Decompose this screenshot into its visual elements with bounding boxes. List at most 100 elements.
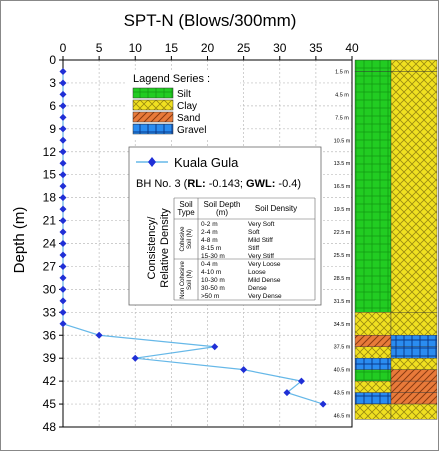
soil-cell-sand (390, 380, 438, 393)
soil-cell-gravel (354, 357, 392, 370)
data-point (59, 113, 67, 121)
table-cell-depth: 0-4 m (201, 261, 218, 268)
table-cell-depth: 15-30 m (201, 253, 225, 260)
noncohesive-label-1: Non Cohesive (180, 260, 186, 298)
soil-cell-gravel (390, 346, 438, 359)
info-series-name: Kuala Gula (174, 155, 239, 170)
data-point (59, 159, 67, 167)
y-tick-label: 6 (49, 99, 56, 113)
soil-cell-silt (354, 71, 392, 313)
soil-cell-clay (354, 312, 392, 336)
soil-cell-clay (390, 71, 438, 313)
data-point (319, 400, 327, 408)
soil-cell-gravel (390, 335, 438, 347)
table-side-label-1: Consistency/ (146, 216, 158, 280)
data-point (95, 331, 103, 339)
table-side-label-2: Relative Density (159, 208, 171, 288)
col-density: Soil Density (255, 204, 297, 213)
legend-title: Lagend Series : (133, 73, 210, 85)
info-box-frame (128, 146, 322, 306)
depth-label: 16.5 m (334, 184, 351, 190)
table-cell-depth: 8-15 m (201, 245, 221, 252)
x-tick-label: 5 (96, 41, 103, 55)
depth-label: 22.5 m (334, 230, 351, 236)
table-cell-density: Mild Dense (248, 277, 281, 284)
soil-cell-clay (390, 312, 438, 336)
y-tick-label: 42 (43, 374, 57, 388)
y-tick-label: 24 (43, 237, 57, 251)
soil-cell-sand (390, 369, 438, 382)
data-point (59, 171, 67, 179)
table-cell-density: Very Loose (248, 261, 281, 268)
data-point (240, 366, 248, 374)
table-cell-density: Very Dense (248, 293, 282, 300)
y-tick-label: 45 (43, 397, 57, 411)
data-point (59, 90, 67, 98)
soil-column (354, 59, 438, 420)
data-point (59, 228, 67, 236)
y-tick-label: 21 (43, 214, 57, 228)
data-point (59, 136, 67, 144)
soil-cell-clay (390, 403, 438, 420)
soil-cell-clay (354, 346, 392, 359)
chart-title: SPT-N (Blows/300mm) (124, 11, 297, 30)
col-depth-1: Soil Depth (204, 200, 241, 209)
table-cell-density: Soft (248, 229, 260, 236)
x-tick-label: 0 (60, 41, 67, 55)
table-cell-density: Loose (248, 269, 266, 276)
data-point (59, 125, 67, 133)
depth-label: 34.5 m (334, 322, 351, 328)
x-tick-label: 35 (309, 41, 323, 55)
x-tick-label: 30 (273, 41, 287, 55)
table-cell-depth: 2-4 m (201, 229, 218, 236)
table-cell-depth: 4-8 m (201, 237, 218, 244)
soil-cell-gravel (354, 392, 392, 405)
y-tick-label: 12 (43, 145, 57, 159)
depth-label: 37.5 m (334, 345, 351, 351)
y-tick-label: 33 (43, 305, 57, 319)
x-tick-label: 40 (345, 41, 359, 55)
legend-swatch-clay (132, 99, 174, 111)
density-table: Consistency/ Relative Density Soil Type … (146, 197, 316, 301)
data-point (59, 262, 67, 270)
depth-label: 46.5 m (334, 414, 351, 420)
y-tick-label: 0 (49, 53, 56, 67)
data-point (131, 354, 139, 362)
soil-cell-sand (390, 392, 438, 405)
info-box: Kuala Gula BH No. 3 (RL: -0.143; GWL: -0… (128, 146, 322, 306)
info-series-marker (148, 157, 156, 167)
y-axis-label: Depth (m) (11, 207, 28, 274)
x-tick-label: 15 (165, 41, 179, 55)
data-point (59, 182, 67, 190)
data-point (59, 320, 67, 328)
data-point (59, 240, 67, 247)
info-bh-line: BH No. 3 (RL: -0.143; GWL: -0.4) (136, 178, 301, 190)
data-point (59, 274, 67, 282)
table-cell-depth: >50 m (201, 293, 219, 300)
cohesive-label-1: Cohesive (180, 226, 186, 252)
soil-cell-silt (354, 59, 392, 72)
y-tick-label: 15 (43, 168, 57, 182)
legend-swatch-sand (132, 111, 174, 123)
series-kuala-gula (59, 67, 327, 408)
table-cell-depth: 30-50 m (201, 285, 225, 292)
data-point (59, 79, 67, 87)
soil-cell-clay (354, 403, 392, 420)
depth-label: 19.5 m (334, 207, 351, 213)
depth-label: 7.5 m (335, 115, 349, 121)
depth-label: 10.5 m (334, 138, 351, 144)
axes: 0 5 10 15 20 25 30 35 40036912151821242730333639… (43, 41, 359, 434)
x-tick-label: 20 (201, 41, 215, 55)
noncohesive-label-2: Soil (N) (187, 270, 193, 290)
data-point (59, 251, 67, 259)
data-point (59, 297, 67, 305)
y-tick-label: 18 (43, 191, 57, 205)
y-tick-label: 27 (43, 259, 57, 273)
legend-label-silt: Silt (177, 89, 191, 100)
x-tick-label: 10 (129, 41, 143, 55)
depth-label: 43.5 m (334, 391, 351, 397)
y-tick-label: 36 (43, 328, 57, 342)
depth-label: 13.5 m (334, 161, 351, 167)
